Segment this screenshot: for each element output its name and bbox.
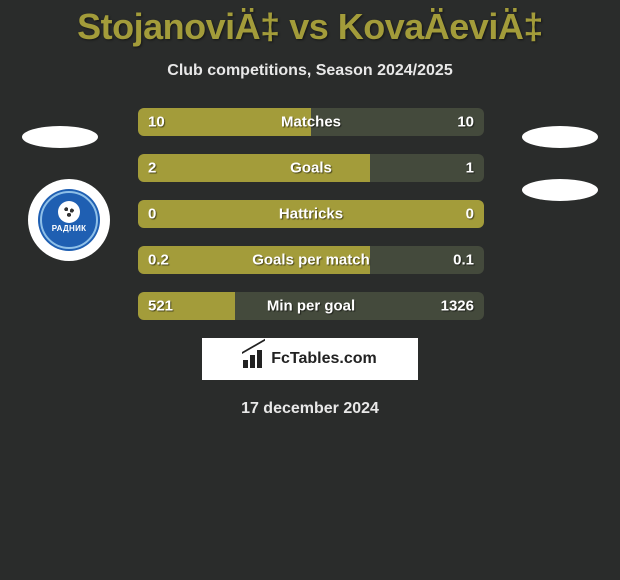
stat-value-right: 0 [466,206,474,223]
stat-value-left: 0 [148,206,156,223]
stat-row: 2 Goals 1 [138,154,484,182]
stat-label: Matches [281,114,341,131]
stat-label: Goals per match [252,252,370,269]
attribution-badge: FcTables.com [202,338,418,380]
date-label: 17 december 2024 [0,400,620,418]
stat-row: 10 Matches 10 [138,108,484,136]
stat-row: 521 Min per goal 1326 [138,292,484,320]
stat-label: Hattricks [279,206,343,223]
page-subtitle: Club competitions, Season 2024/2025 [0,62,620,80]
stat-label: Goals [290,160,332,177]
stat-value-left: 10 [148,114,165,131]
stat-value-right: 0.1 [453,252,474,269]
attribution-text: FcTables.com [271,350,377,368]
comparison-bars: 10Matches102Goals10Hattricks00.2Goals pe… [138,108,484,320]
stat-row: 0 Hattricks 0 [138,200,484,228]
bar-chart-icon [243,350,265,368]
stat-value-left: 2 [148,160,156,177]
stat-row: 0.2 Goals per match 0.1 [138,246,484,274]
team-left-logo-label: РАДНИК [52,224,87,233]
stat-value-right: 1326 [441,298,474,315]
stat-label: Min per goal [267,298,355,315]
stat-value-left: 0.2 [148,252,169,269]
stat-value-left: 521 [148,298,173,315]
soccer-ball-icon [58,201,80,223]
stat-bar-left [138,154,370,182]
page-title: StojanoviÄ‡ vs KovaÄeviÄ‡ [0,0,620,48]
stat-value-right: 1 [466,160,474,177]
stat-value-right: 10 [457,114,474,131]
